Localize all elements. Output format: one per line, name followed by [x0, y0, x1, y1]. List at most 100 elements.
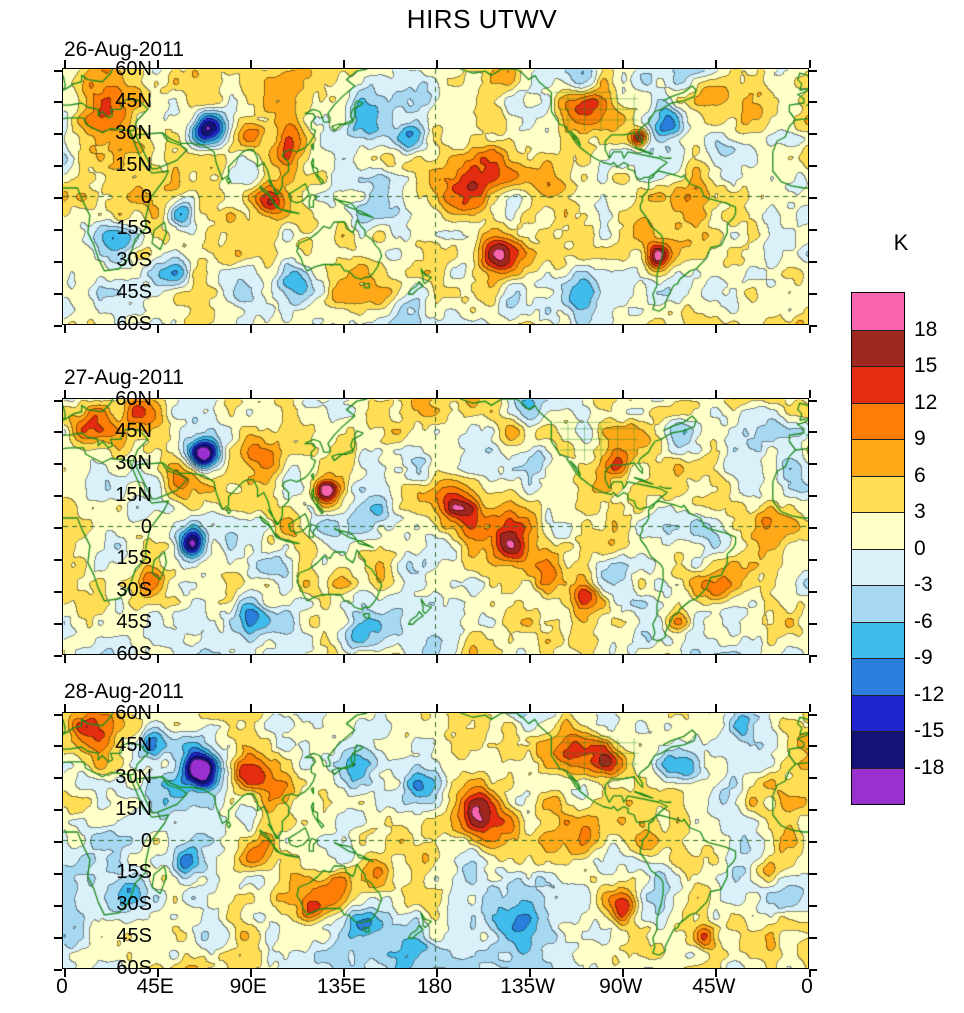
axis-tick	[809, 197, 817, 199]
colorbar-boundary-label: 3	[914, 500, 926, 523]
axis-tick	[54, 133, 62, 136]
axis-tick	[249, 325, 252, 333]
axis-tick	[809, 968, 817, 971]
lon-tick-label: 45E	[136, 975, 174, 998]
axis-tick	[809, 292, 817, 295]
axis-tick	[715, 325, 718, 333]
axis-tick	[63, 60, 66, 68]
axis-tick	[809, 527, 817, 529]
colorbar-boundary-label: 18	[914, 317, 938, 341]
colorbar-boundary-label: -6	[914, 609, 933, 633]
axis-tick	[54, 463, 62, 466]
axis-tick	[342, 655, 345, 663]
axis-tick	[809, 69, 817, 72]
axis-tick	[808, 655, 811, 663]
axis-tick	[54, 558, 62, 561]
axis-tick	[342, 60, 345, 68]
lon-tick-label: 180	[416, 975, 453, 998]
axis-tick	[808, 390, 811, 398]
axis-tick	[529, 60, 532, 68]
axis-tick	[342, 390, 345, 398]
axis-tick	[54, 431, 62, 434]
axis-tick	[809, 872, 817, 875]
axis-tick	[809, 936, 817, 939]
lat-tick-label: 15N	[115, 483, 152, 506]
axis-tick	[156, 60, 159, 68]
axis-tick	[54, 228, 62, 231]
axis-tick	[809, 654, 817, 657]
axis-tick	[809, 463, 817, 466]
lat-tick-label: 15S	[116, 217, 152, 240]
map-panel-3	[54, 704, 817, 977]
lat-tick-label: 60N	[115, 702, 152, 724]
axis-tick	[54, 292, 62, 295]
lat-tick-label: 45N	[115, 89, 152, 112]
axis-tick	[436, 969, 438, 977]
lat-tick-label: 60S	[116, 643, 152, 665]
lat-tick-label: 60S	[116, 313, 152, 335]
axis-tick	[156, 655, 159, 663]
axis-tick	[622, 60, 625, 68]
lat-tick-label: 60S	[116, 957, 152, 979]
colorbar-cell	[852, 548, 904, 585]
axis-tick	[54, 495, 62, 498]
axis-tick	[54, 260, 62, 263]
axis-tick	[808, 704, 811, 712]
axis-tick	[622, 325, 625, 333]
lat-tick-label: 45S	[116, 281, 152, 304]
axis-tick	[249, 390, 252, 398]
axis-tick	[63, 325, 66, 333]
colorbar-cell	[852, 366, 904, 403]
axis-tick	[54, 399, 62, 402]
axis-tick	[809, 590, 817, 593]
axis-tick	[529, 969, 532, 977]
axis-tick	[54, 841, 62, 843]
axis-tick	[808, 969, 811, 977]
axis-tick	[54, 590, 62, 593]
axis-tick	[54, 69, 62, 72]
axis-tick	[63, 655, 66, 663]
colorbar-cell	[852, 767, 904, 804]
axis-tick	[63, 704, 66, 712]
lat-tick-label: 15S	[116, 861, 152, 884]
axis-tick	[809, 904, 817, 907]
axis-tick	[54, 101, 62, 104]
axis-tick	[809, 399, 817, 402]
lon-tick-label: 0	[56, 975, 68, 998]
axis-tick	[54, 809, 62, 812]
axis-tick	[715, 704, 718, 712]
lat-tick-label: 0	[140, 515, 152, 538]
axis-tick	[54, 745, 62, 748]
axis-tick	[809, 841, 817, 843]
axis-tick	[156, 704, 159, 712]
colorbar-boundary-label: -12	[914, 682, 945, 706]
colorbar-boundary-label: 15	[914, 354, 938, 377]
axis-tick	[715, 390, 718, 398]
lat-tick-label: 30S	[116, 579, 152, 602]
lat-tick-label: 30S	[116, 893, 152, 916]
lat-tick-label: 60N	[115, 388, 152, 410]
axis-tick	[342, 704, 345, 712]
axis-tick	[249, 704, 252, 712]
axis-tick	[622, 655, 625, 663]
colorbar-cell	[852, 694, 904, 731]
axis-tick	[809, 165, 817, 168]
axis-tick	[622, 390, 625, 398]
axis-tick	[156, 325, 159, 333]
axis-tick	[54, 968, 62, 971]
axis-tick	[809, 260, 817, 263]
colorbar-cell	[852, 658, 904, 695]
axis-tick	[529, 655, 532, 663]
axis-tick	[809, 745, 817, 748]
colorbar-cell	[852, 402, 904, 439]
axis-tick	[156, 969, 159, 977]
axis-tick	[715, 655, 718, 663]
axis-tick	[809, 431, 817, 434]
lat-tick-label: 15S	[116, 547, 152, 570]
axis-tick	[529, 325, 532, 333]
panel-date-2: 27-Aug-2011	[64, 366, 184, 389]
lat-tick-label: 30N	[115, 765, 152, 788]
axis-tick	[622, 704, 625, 712]
axis-tick	[809, 713, 817, 716]
